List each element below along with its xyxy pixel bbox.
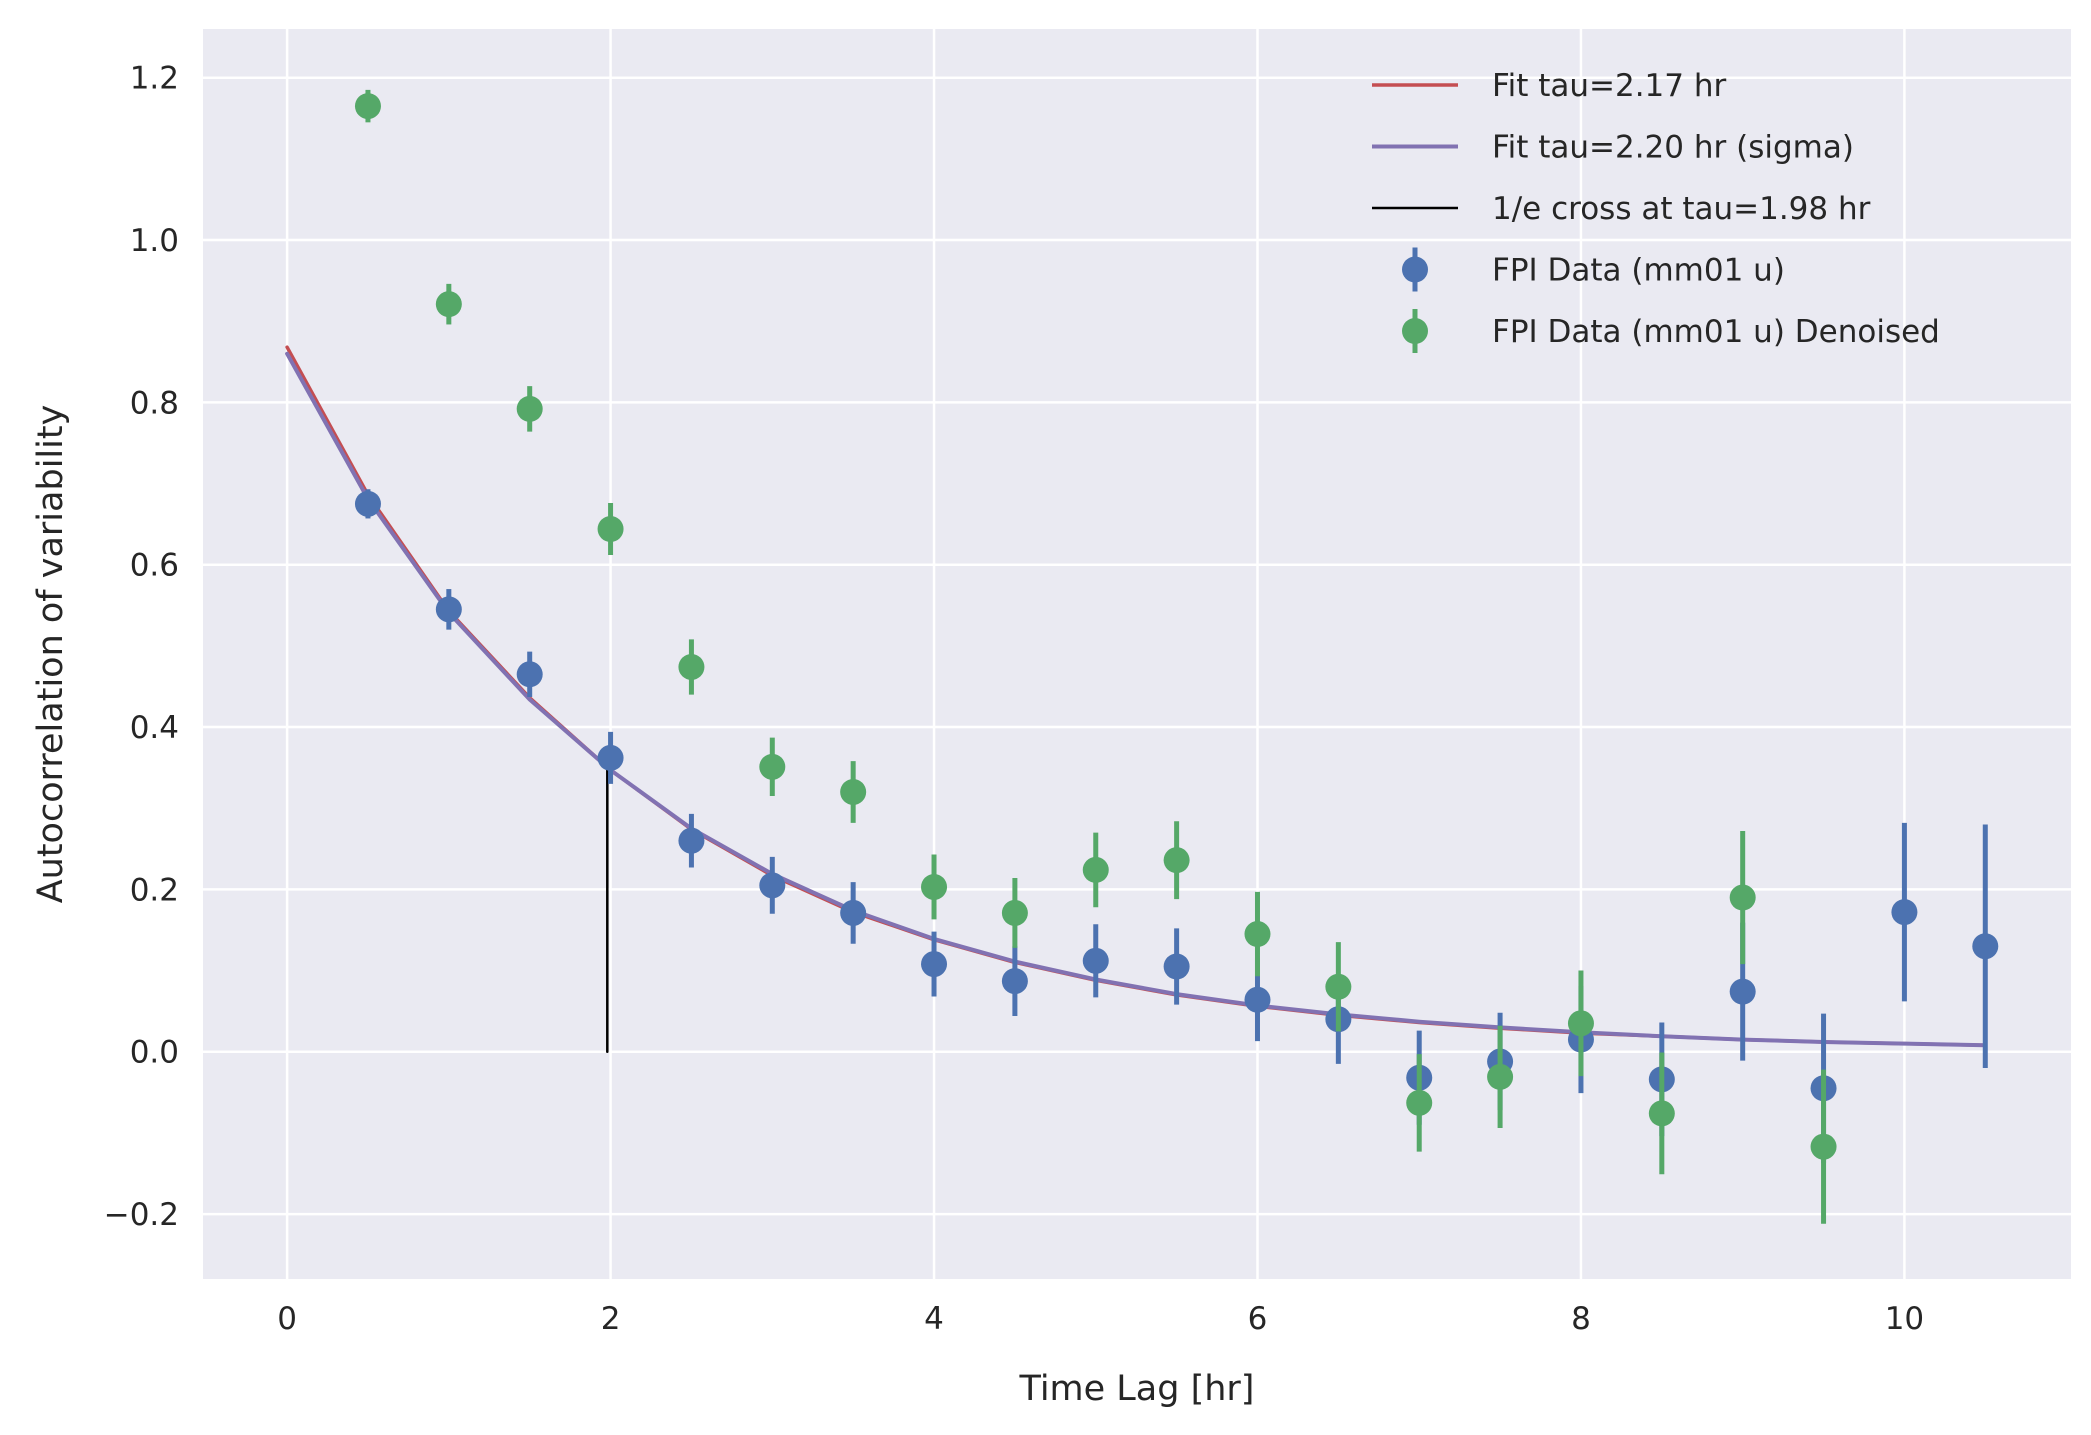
data-point xyxy=(1487,1063,1514,1090)
y-tick-label: −0.2 xyxy=(104,1197,179,1233)
legend-item: 1/e cross at tau=1.98 hr xyxy=(1372,191,1871,227)
x-tick-label: 4 xyxy=(924,1301,944,1337)
x-axis-ticks: 0 2 4 6 8 10 xyxy=(277,1301,1924,1337)
legend-label: Fit tau=2.17 hr xyxy=(1492,68,1726,104)
x-tick-label: 6 xyxy=(1248,1301,1268,1337)
y-tick-label: 0.4 xyxy=(130,710,179,746)
x-axis-label: Time Lag [hr] xyxy=(1019,1369,1255,1409)
y-tick-label: 0.8 xyxy=(130,385,179,421)
data-point xyxy=(516,661,543,688)
data-series xyxy=(354,89,1999,1224)
data-point xyxy=(678,653,705,680)
y-tick-label: 1.0 xyxy=(130,223,179,259)
line-fit-tau-2-20-hr-sigma xyxy=(285,351,1988,1048)
grid xyxy=(203,29,2071,1279)
data-point xyxy=(1810,1133,1837,1160)
data-point xyxy=(516,395,543,422)
y-tick-label: 0.2 xyxy=(130,872,179,908)
series-fpi-data-mm01-u-denoised xyxy=(354,89,1837,1224)
legend: Fit tau=2.17 hr Fit tau=2.20 hr (sigma) 1/… xyxy=(1372,68,1940,353)
legend-label: 1/e cross at tau=1.98 hr xyxy=(1492,191,1871,227)
y-tick-label: 0.6 xyxy=(130,548,179,584)
data-point xyxy=(597,744,624,771)
data-point xyxy=(597,516,624,542)
legend-item: Fit tau=2.20 hr (sigma) xyxy=(1372,130,1854,166)
data-point xyxy=(1082,947,1109,974)
data-point xyxy=(1567,1010,1594,1037)
x-tick-label: 2 xyxy=(601,1301,621,1337)
legend-item: Fit tau=2.17 hr xyxy=(1372,68,1726,104)
legend-item: FPI Data (mm01 u) Denoised xyxy=(1402,309,1940,353)
legend-label: Fit tau=2.20 hr (sigma) xyxy=(1492,130,1854,166)
data-point xyxy=(678,827,705,854)
data-point xyxy=(921,873,948,900)
legend-item: FPI Data (mm01 u) xyxy=(1402,247,1785,292)
data-point xyxy=(1729,884,1756,911)
fit-lines xyxy=(285,345,1988,1053)
data-point xyxy=(1891,899,1918,926)
data-point xyxy=(354,93,381,120)
data-point xyxy=(354,490,381,517)
legend-label: FPI Data (mm01 u) xyxy=(1492,253,1785,289)
data-point xyxy=(759,872,786,899)
legend-swatch xyxy=(1402,318,1428,344)
data-point xyxy=(435,596,462,623)
x-tick-label: 8 xyxy=(1571,1301,1591,1337)
legend-swatch xyxy=(1402,256,1428,283)
data-point xyxy=(1163,953,1190,980)
data-point xyxy=(759,753,786,780)
data-point xyxy=(1244,921,1271,948)
data-point xyxy=(1729,978,1756,1005)
data-point xyxy=(1163,847,1190,874)
y-tick-label: 1.2 xyxy=(130,61,179,97)
plot-area xyxy=(203,29,2071,1279)
data-point xyxy=(435,291,462,318)
data-point xyxy=(1972,933,1999,960)
y-axis-ticks: −0.2 0.0 0.2 0.4 0.6 0.8 1.0 1.2 xyxy=(104,61,179,1233)
series-fpi-data-mm01-u xyxy=(354,489,1999,1163)
data-point xyxy=(840,778,867,805)
data-point xyxy=(1082,856,1109,883)
data-point xyxy=(921,951,948,978)
x-tick-label: 10 xyxy=(1885,1301,1924,1337)
data-point xyxy=(1244,986,1271,1013)
data-point xyxy=(1406,1089,1433,1116)
data-point xyxy=(1325,973,1352,1000)
legend-label: FPI Data (mm01 u) Denoised xyxy=(1492,314,1940,350)
data-point xyxy=(1001,899,1028,926)
y-axis-label: Autocorrelation of variability xyxy=(31,405,71,904)
y-tick-label: 0.0 xyxy=(130,1035,179,1071)
data-point xyxy=(1648,1100,1675,1127)
data-point xyxy=(1001,968,1028,995)
data-point xyxy=(840,899,867,926)
x-tick-label: 0 xyxy=(277,1301,297,1337)
